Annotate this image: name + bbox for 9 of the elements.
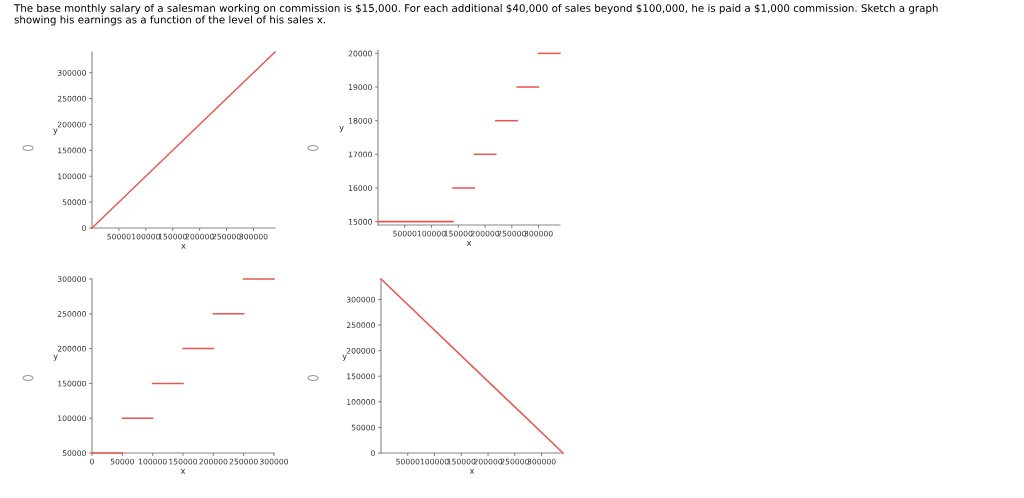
x-axis-title: x [466, 241, 472, 246]
y-axis-title: y [53, 354, 58, 361]
text: The base monthly salary of a salesman working on commission is $15,000. For each additional $40,000 of sales beyond $100,000, he is paid a $1,000 commission. Sketch a graph showing his earnings as a function of the level of his sales x. [13, 4, 938, 26]
y-axis-title: y [342, 354, 347, 361]
x-axis-title: x [181, 244, 186, 249]
x-axis-title: x [180, 469, 186, 474]
y-axis-title: y [339, 125, 344, 133]
x-axis-title: x [469, 469, 475, 474]
y-axis-title: y [53, 128, 58, 135]
